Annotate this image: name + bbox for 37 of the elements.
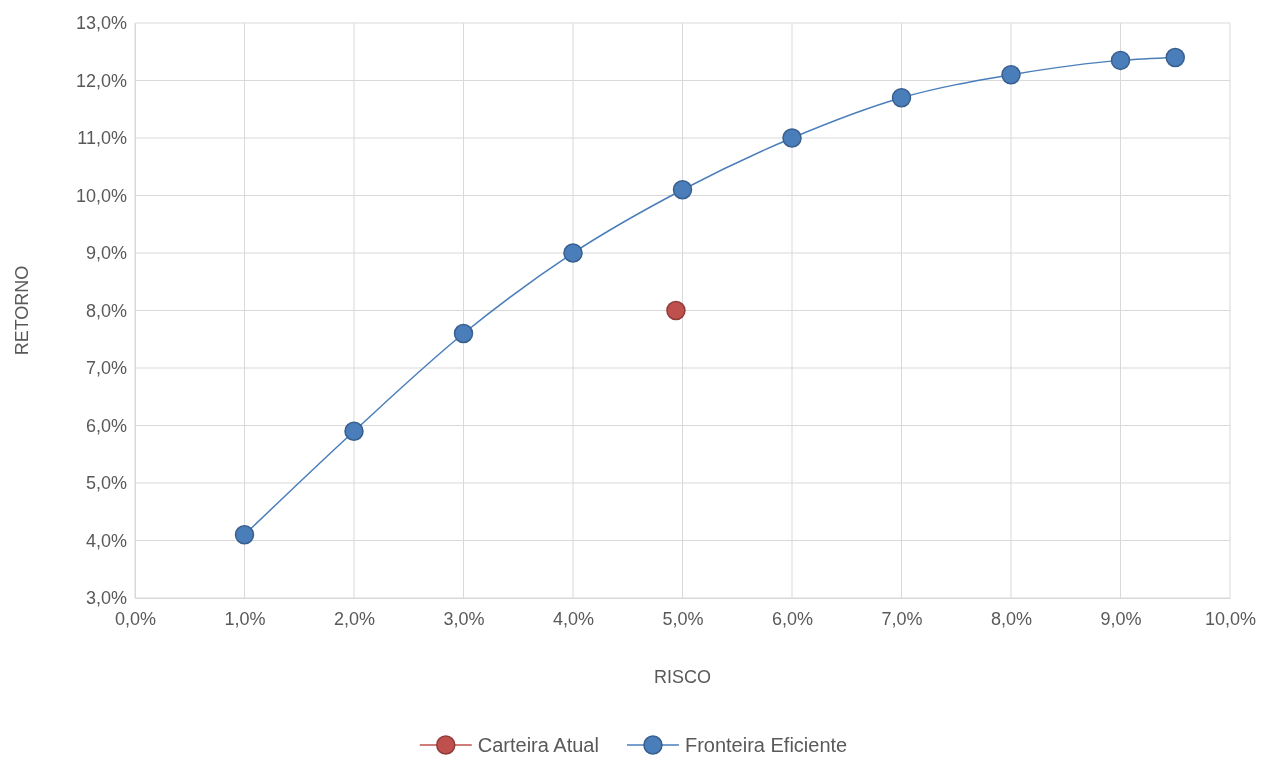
y-tick-label: 6,0% (85, 415, 127, 436)
y-tick-label: 11,0% (77, 128, 127, 149)
y-tick-label: 10,0% (75, 185, 127, 206)
point (666, 300, 686, 321)
point (1165, 47, 1185, 68)
point (344, 421, 364, 441)
x-tick-label: 10,0% (1204, 608, 1257, 629)
y-tick-label: 5,0% (85, 473, 127, 494)
y-tick-label: 13,0% (75, 13, 127, 34)
point (891, 88, 912, 108)
y-tick-label: 12,0% (75, 70, 127, 91)
x-tick-label: 8,0% (990, 608, 1033, 629)
point (453, 323, 474, 344)
x-axis-title: RISCO (653, 667, 712, 687)
point (234, 525, 255, 545)
point (563, 243, 583, 263)
y-tick-label: 3,0% (85, 588, 127, 609)
x-tick-label: 5,0% (662, 608, 704, 629)
legend-label: Fronteira Eficiente (684, 734, 848, 756)
x-tick-label: 1,0% (224, 608, 266, 629)
y-tick-label: 7,0% (85, 358, 127, 379)
legend-label: Carteira Atual (477, 734, 599, 756)
y-tick-label: 9,0% (85, 243, 127, 264)
x-tick-label: 2,0% (333, 608, 376, 629)
y-axis-title: RETORNO (12, 265, 32, 356)
point (1001, 65, 1021, 85)
point (1110, 50, 1131, 71)
y-tick-label: 8,0% (85, 300, 127, 321)
x-tick-label: 0,0% (114, 608, 157, 629)
x-tick-label: 4,0% (552, 608, 595, 629)
x-tick-label: 9,0% (1100, 608, 1142, 629)
x-tick-label: 3,0% (443, 608, 485, 629)
y-tick-label: 4,0% (85, 530, 127, 551)
x-tick-label: 7,0% (881, 608, 923, 629)
x-tick-label: 6,0% (771, 608, 814, 629)
point (672, 180, 693, 200)
point (782, 128, 802, 148)
